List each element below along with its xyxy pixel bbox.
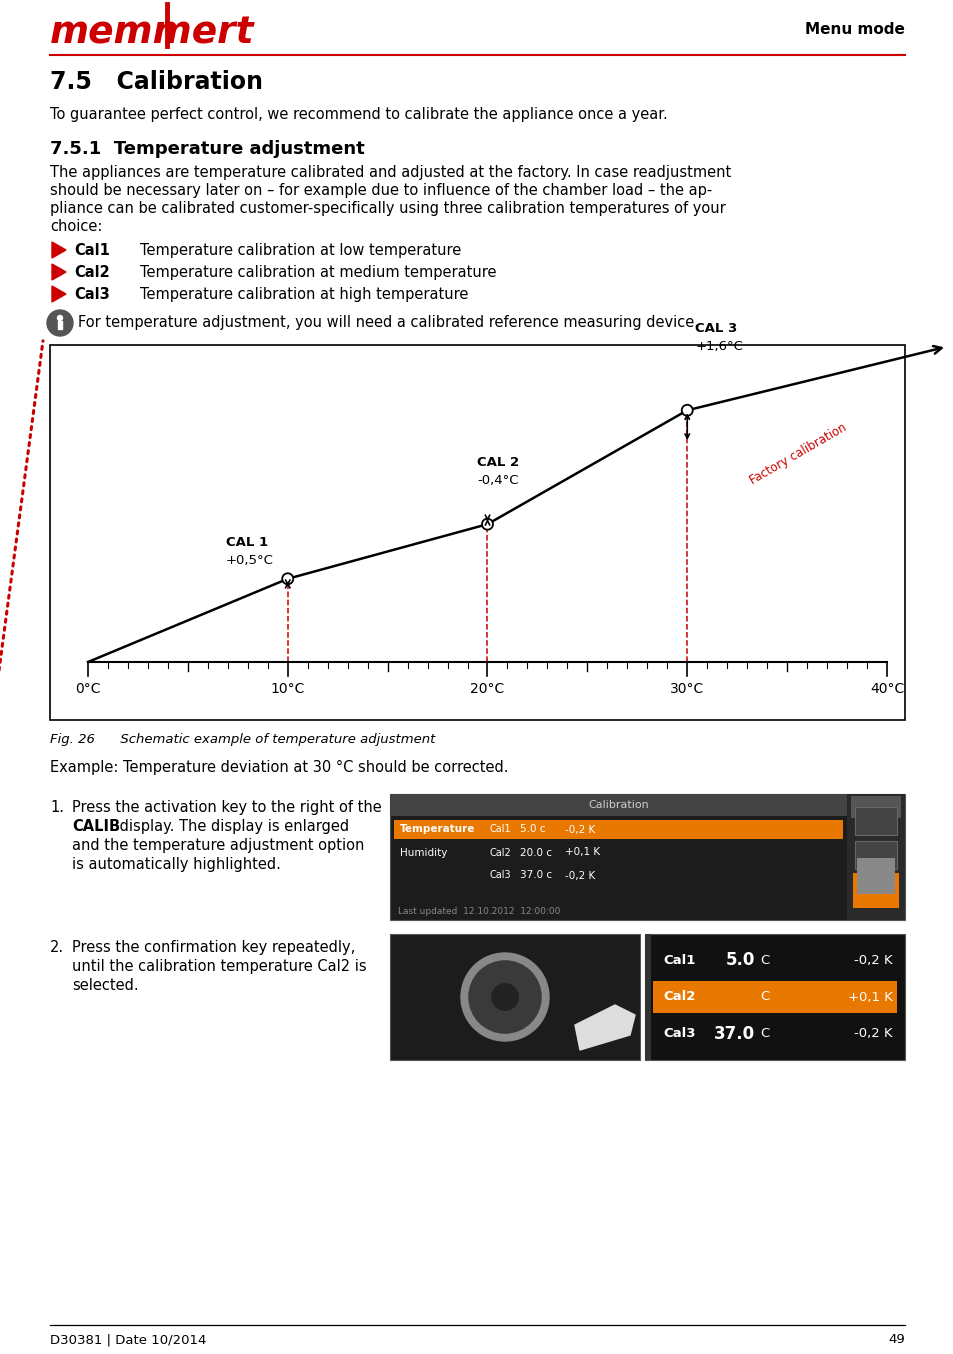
Text: 7.5.1  Temperature adjustment: 7.5.1 Temperature adjustment xyxy=(50,139,364,158)
Bar xyxy=(50,345,904,720)
Text: For temperature adjustment, you will need a calibrated reference measuring devic: For temperature adjustment, you will nee… xyxy=(78,315,699,330)
Text: display. The display is enlarged: display. The display is enlarged xyxy=(115,819,349,834)
Circle shape xyxy=(460,953,548,1041)
Text: Cal2: Cal2 xyxy=(490,848,511,857)
Text: 10°C: 10°C xyxy=(271,682,305,696)
Text: Cal1: Cal1 xyxy=(74,242,110,259)
Text: Factory calibration: Factory calibration xyxy=(746,421,848,487)
Text: C: C xyxy=(760,1028,768,1040)
Text: +0,1 K: +0,1 K xyxy=(847,991,892,1003)
Bar xyxy=(852,873,898,909)
Text: 7.5   Calibration: 7.5 Calibration xyxy=(50,70,263,93)
Text: Last updated  12.10.2012  12:00:00: Last updated 12.10.2012 12:00:00 xyxy=(397,906,559,915)
Bar xyxy=(846,793,904,919)
Text: C: C xyxy=(760,991,768,1003)
Text: Temperature calibration at high temperature: Temperature calibration at high temperat… xyxy=(140,287,468,302)
Text: Temperature calibration at medium temperature: Temperature calibration at medium temper… xyxy=(140,265,496,280)
Bar xyxy=(644,934,650,1060)
Circle shape xyxy=(481,519,493,529)
Text: Press the activation key to the right of the: Press the activation key to the right of… xyxy=(71,800,381,815)
Polygon shape xyxy=(52,286,66,302)
Text: 49: 49 xyxy=(887,1332,904,1346)
Circle shape xyxy=(282,573,293,585)
Text: 30°C: 30°C xyxy=(669,682,703,696)
Text: 5.0: 5.0 xyxy=(725,952,754,969)
Text: To guarantee perfect control, we recommend to calibrate the appliance once a yea: To guarantee perfect control, we recomme… xyxy=(50,107,667,122)
Text: Cal2: Cal2 xyxy=(74,265,110,280)
Text: selected.: selected. xyxy=(71,978,138,992)
Text: +0,5°C: +0,5°C xyxy=(226,554,274,567)
Text: CAL 2: CAL 2 xyxy=(477,456,519,470)
Text: C: C xyxy=(760,953,768,967)
Text: 2.: 2. xyxy=(50,940,64,955)
Text: Cal1: Cal1 xyxy=(662,953,695,967)
Text: 20°C: 20°C xyxy=(470,682,504,696)
Polygon shape xyxy=(52,264,66,280)
Text: +0,1 K: +0,1 K xyxy=(564,848,599,857)
Text: CALIB: CALIB xyxy=(71,819,120,834)
Text: 20.0 c: 20.0 c xyxy=(519,848,552,857)
Bar xyxy=(652,980,896,1013)
Bar xyxy=(58,321,62,329)
Text: -0,4°C: -0,4°C xyxy=(477,474,518,487)
Text: memmert: memmert xyxy=(50,15,254,51)
Text: Humidity: Humidity xyxy=(399,848,447,857)
Text: 5.0 c: 5.0 c xyxy=(519,825,545,834)
Text: CAL 3: CAL 3 xyxy=(695,322,737,336)
Polygon shape xyxy=(52,242,66,259)
Text: D30381 | Date 10/2014: D30381 | Date 10/2014 xyxy=(50,1332,206,1346)
Text: pliance can be calibrated customer-specifically using three calibration temperat: pliance can be calibrated customer-speci… xyxy=(50,200,725,217)
Circle shape xyxy=(492,984,517,1010)
Circle shape xyxy=(681,405,692,416)
Text: 40°C: 40°C xyxy=(869,682,903,696)
Text: -0,2 K: -0,2 K xyxy=(854,953,892,967)
Text: Calibration: Calibration xyxy=(587,800,648,810)
Text: Example: Temperature deviation at 30 °C should be corrected.: Example: Temperature deviation at 30 °C … xyxy=(50,760,508,774)
Text: Press the confirmation key repeatedly,: Press the confirmation key repeatedly, xyxy=(71,940,355,955)
Text: 37.0: 37.0 xyxy=(713,1025,754,1043)
Text: Cal3: Cal3 xyxy=(490,871,511,880)
Circle shape xyxy=(47,310,73,336)
Text: Cal3: Cal3 xyxy=(662,1028,695,1040)
Text: Cal1: Cal1 xyxy=(490,825,511,834)
Circle shape xyxy=(57,315,63,321)
Text: CAL 1: CAL 1 xyxy=(226,536,268,548)
Bar xyxy=(854,841,896,869)
Text: should be necessary later on – for example due to influence of the chamber load : should be necessary later on – for examp… xyxy=(50,183,712,198)
Bar xyxy=(850,796,900,818)
Text: Menu mode: Menu mode xyxy=(804,22,904,37)
Text: Temperature calibration at low temperature: Temperature calibration at low temperatu… xyxy=(140,242,460,259)
Bar xyxy=(644,934,904,1060)
Text: 0°C: 0°C xyxy=(75,682,101,696)
Text: 1.: 1. xyxy=(50,800,64,815)
Text: until the calibration temperature Cal2 is: until the calibration temperature Cal2 i… xyxy=(71,959,366,974)
Text: is automatically highlighted.: is automatically highlighted. xyxy=(71,857,280,872)
Text: Fig. 26      Schematic example of temperature adjustment: Fig. 26 Schematic example of temperature… xyxy=(50,733,435,746)
Text: choice:: choice: xyxy=(50,219,102,234)
Text: 20.0: 20.0 xyxy=(713,988,754,1006)
Bar xyxy=(856,858,894,894)
Text: The appliances are temperature calibrated and adjusted at the factory. In case r: The appliances are temperature calibrate… xyxy=(50,165,731,180)
Bar xyxy=(390,793,904,919)
Text: -0,2 K: -0,2 K xyxy=(854,1028,892,1040)
Text: 37.0 c: 37.0 c xyxy=(519,871,552,880)
Bar xyxy=(394,821,842,839)
Circle shape xyxy=(469,961,540,1033)
Polygon shape xyxy=(575,1005,635,1049)
Text: -0,2 K: -0,2 K xyxy=(564,825,595,834)
Text: -0,2 K: -0,2 K xyxy=(564,871,595,880)
Text: Temperature: Temperature xyxy=(399,825,475,834)
Bar xyxy=(390,934,639,1060)
Bar xyxy=(390,793,846,816)
Text: +1,6°C: +1,6°C xyxy=(695,340,742,353)
Text: Cal2: Cal2 xyxy=(662,991,695,1003)
Text: and the temperature adjustment option: and the temperature adjustment option xyxy=(71,838,364,853)
Bar xyxy=(854,807,896,835)
Text: Cal3: Cal3 xyxy=(74,287,110,302)
